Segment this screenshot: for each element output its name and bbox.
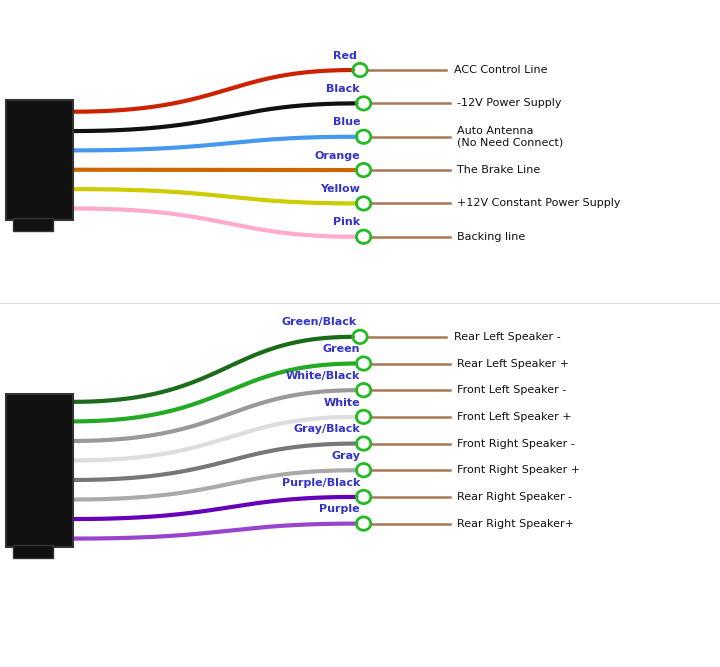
Text: Rear Left Speaker -: Rear Left Speaker - [454,332,560,342]
Text: Black: Black [326,84,360,94]
FancyBboxPatch shape [13,217,53,231]
Text: Front Right Speaker -: Front Right Speaker - [457,439,575,448]
Text: Rear Left Speaker +: Rear Left Speaker + [457,359,570,368]
FancyBboxPatch shape [6,394,73,547]
Text: Orange: Orange [315,151,360,161]
Text: Purple: Purple [320,504,360,514]
Text: Gray/Black: Gray/Black [293,424,360,434]
FancyBboxPatch shape [13,544,53,558]
Text: The Brake Line: The Brake Line [457,165,541,175]
Text: Rear Right Speaker+: Rear Right Speaker+ [457,519,575,528]
FancyBboxPatch shape [6,101,73,220]
Text: Backing line: Backing line [457,232,526,241]
Text: Gray: Gray [331,451,360,461]
Text: White/Black: White/Black [286,371,360,381]
Text: Yellow: Yellow [320,184,360,194]
Text: Rear Right Speaker -: Rear Right Speaker - [457,492,572,502]
Text: Purple/Black: Purple/Black [282,478,360,488]
Text: Front Left Speaker -: Front Left Speaker - [457,386,567,395]
Text: Pink: Pink [333,217,360,227]
Text: Auto Antenna
(No Need Connect): Auto Antenna (No Need Connect) [457,126,564,147]
Text: Front Left Speaker +: Front Left Speaker + [457,412,572,422]
Text: White: White [323,398,360,408]
Text: Blue: Blue [333,117,360,127]
Text: ACC Control Line: ACC Control Line [454,65,547,75]
Text: +12V Constant Power Supply: +12V Constant Power Supply [457,199,621,208]
Text: Green/Black: Green/Black [281,317,356,327]
Text: -12V Power Supply: -12V Power Supply [457,99,562,108]
Text: Green: Green [323,344,360,354]
Text: Front Right Speaker +: Front Right Speaker + [457,466,580,475]
Text: Red: Red [333,51,356,61]
